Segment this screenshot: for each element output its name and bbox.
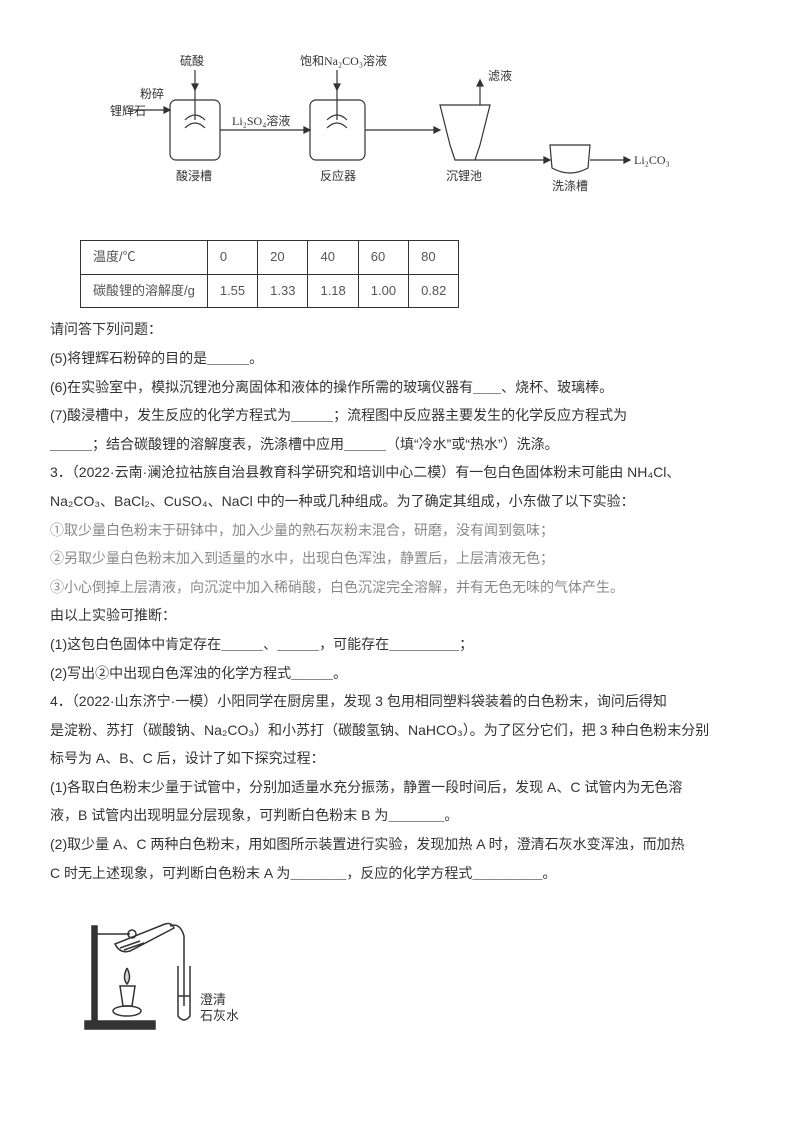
apparatus-label-line1: 澄清 — [200, 992, 226, 1007]
problem-3-q1: (1)这包白色固体中肯定存在＿＿＿、＿＿＿，可能存在＿＿＿＿＿； — [50, 631, 744, 658]
problem-4-intro2: 是淀粉、苏打（碳酸钠、Na₂CO₃）和小苏打（碳酸氢钠、NaHCO₃）。为了区分… — [50, 717, 744, 744]
problem-4-q1a: (1)各取白色粉末少量于试管中，分别加适量水充分振荡，静置一段时间后，发现 A、… — [50, 774, 744, 801]
table-val: 1.55 — [207, 274, 257, 308]
label-sulfuric: 硫酸 — [180, 53, 204, 68]
label-tank3: 沉锂池 — [446, 168, 482, 183]
label-tank1: 酸浸槽 — [176, 168, 212, 183]
question-7a: (7)酸浸槽中，发生反应的化学方程式为＿＿＿；流程图中反应器主要发生的化学反应方… — [50, 402, 744, 429]
problem-3-conclusion: 由以上实验可推断： — [50, 602, 744, 629]
question-7b: ＿＿＿；结合碳酸锂的溶解度表，洗涤槽中应用＿＿＿（填“冷水”或“热水”）洗涤。 — [50, 431, 744, 458]
solubility-table: 温度/℃ 0 20 40 60 80 碳酸锂的溶解度/g 1.55 1.33 1… — [80, 240, 459, 308]
table-row-header: 碳酸锂的溶解度/g — [81, 274, 208, 308]
answer-prompt: 请问答下列问题： — [50, 316, 744, 343]
problem-3-step1: ①取少量白色粉末于研钵中，加入少量的熟石灰粉末混合，研磨，没有闻到氨味； — [50, 517, 744, 544]
question-5: (5)将锂辉石粉碎的目的是＿＿＿。 — [50, 345, 744, 372]
table-temp: 80 — [409, 241, 459, 275]
problem-4-intro3: 标号为 A、B、C 后，设计了如下探究过程： — [50, 745, 744, 772]
table-val: 1.33 — [258, 274, 308, 308]
table-val: 1.00 — [358, 274, 408, 308]
label-filtrate: 滤液 — [488, 68, 512, 83]
label-ore: 锂辉石 — [110, 103, 146, 118]
problem-3-intro: 3．（2022·云南·澜沧拉祜族自治县教育科学研究和培训中心二模）有一包白色固体… — [50, 459, 744, 486]
problem-4-intro: 4．（2022·山东济宁·一模）小阳同学在厨房里，发现 3 包用相同塑料袋装着的… — [50, 688, 744, 715]
label-tank2: 反应器 — [320, 168, 356, 183]
label-sat: 饱和Na₂CO₃溶液 — [300, 53, 387, 68]
table-temp: 0 — [207, 241, 257, 275]
table-val: 0.82 — [409, 274, 459, 308]
table-col-header: 温度/℃ — [81, 241, 208, 275]
label-li2co3: Li₂CO₃ — [634, 153, 670, 167]
label-li2so4: Li₂SO₄溶液 — [232, 113, 290, 128]
label-tank4: 洗涤槽 — [552, 179, 588, 193]
heating-apparatus-diagram: 澄清 石灰水 — [80, 896, 744, 1055]
problem-3-q2: (2)写出②中出现白色浑浊的化学方程式＿＿＿。 — [50, 660, 744, 687]
problem-4-q1b: 液，B 试管内出现明显分层现象，可判断白色粉末 B 为＿＿＿＿。 — [50, 802, 744, 829]
problem-4-q2b: C 时无上述现象，可判断白色粉末 A 为＿＿＿＿，反应的化学方程式＿＿＿＿＿。 — [50, 860, 744, 887]
label-crush: 粉碎 — [140, 86, 164, 101]
problem-4-q2a: (2)取少量 A、C 两种白色粉末，用如图所示装置进行实验，发现加热 A 时，澄… — [50, 831, 744, 858]
apparatus-label-line2: 石灰水 — [200, 1008, 239, 1023]
table-val: 1.18 — [308, 274, 358, 308]
process-flow-diagram: 硫酸 粉碎 锂辉石 饱和Na₂CO₃溶液 滤液 Li₂SO₄溶液 Li₂CO₃ … — [110, 50, 744, 230]
question-6: (6)在实验室中，模拟沉锂池分离固体和液体的操作所需的玻璃仪器有＿＿、烧杯、玻璃… — [50, 374, 744, 401]
table-temp: 60 — [358, 241, 408, 275]
problem-3-step3: ③小心倒掉上层清液，向沉淀中加入稀硝酸，白色沉淀完全溶解，并有无色无味的气体产生… — [50, 574, 744, 601]
table-temp: 20 — [258, 241, 308, 275]
table-temp: 40 — [308, 241, 358, 275]
problem-3-step2: ②另取少量白色粉末加入到适量的水中，出现白色浑浊，静置后，上层清液无色； — [50, 545, 744, 572]
problem-3-intro2: Na₂CO₃、BaCl₂、CuSO₄、NaCl 中的一种或几种组成。为了确定其组… — [50, 488, 744, 515]
